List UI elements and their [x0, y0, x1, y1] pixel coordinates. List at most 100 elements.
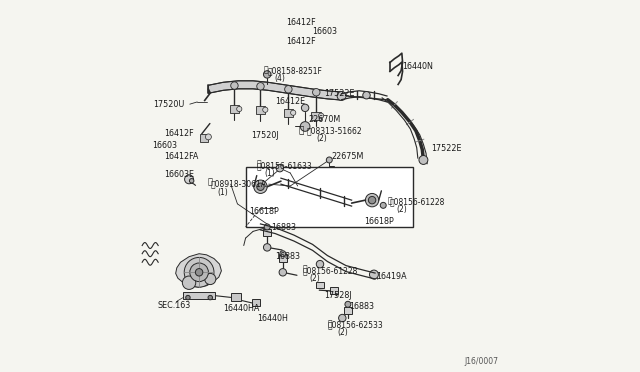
- Bar: [252, 299, 260, 306]
- Bar: [230, 105, 239, 113]
- Circle shape: [380, 202, 386, 208]
- Circle shape: [264, 224, 270, 230]
- Text: 16440N: 16440N: [402, 62, 433, 71]
- Text: 16412E: 16412E: [275, 97, 305, 106]
- Circle shape: [237, 106, 242, 112]
- Text: 16603E: 16603E: [164, 170, 195, 179]
- Circle shape: [205, 273, 216, 285]
- Text: 22675M: 22675M: [331, 153, 364, 161]
- Text: (1): (1): [264, 169, 275, 178]
- Circle shape: [301, 104, 309, 112]
- Text: 17522E: 17522E: [324, 89, 355, 97]
- Circle shape: [184, 257, 214, 287]
- Text: Ⓑ08156-62533: Ⓑ08156-62533: [328, 320, 383, 329]
- Text: Ⓑ08156-61633: Ⓑ08156-61633: [257, 161, 312, 170]
- Text: 17522E: 17522E: [431, 144, 462, 153]
- Text: 16440H: 16440H: [257, 314, 287, 323]
- Circle shape: [257, 83, 264, 90]
- Circle shape: [312, 89, 320, 96]
- Bar: [264, 229, 271, 236]
- Bar: [200, 134, 208, 142]
- Text: 16883: 16883: [349, 302, 374, 311]
- Circle shape: [231, 82, 238, 89]
- Text: 16412FA: 16412FA: [164, 153, 199, 161]
- Circle shape: [262, 107, 268, 112]
- Circle shape: [186, 295, 190, 300]
- Text: 16419A: 16419A: [376, 272, 406, 280]
- Circle shape: [276, 164, 284, 172]
- Text: Ⓑ: Ⓑ: [328, 319, 332, 328]
- Text: Ⓝ: Ⓝ: [207, 178, 212, 187]
- Circle shape: [190, 263, 209, 282]
- Text: 16412F: 16412F: [287, 18, 316, 27]
- Bar: [246, 167, 413, 227]
- Circle shape: [339, 314, 346, 322]
- Circle shape: [264, 244, 271, 251]
- Text: 16440HA: 16440HA: [223, 304, 260, 312]
- Circle shape: [369, 196, 376, 204]
- Text: Ⓑ08158-8251F: Ⓑ08158-8251F: [268, 66, 323, 75]
- Polygon shape: [175, 254, 221, 287]
- Text: 17520J: 17520J: [251, 131, 279, 140]
- Text: 16618P: 16618P: [364, 217, 394, 226]
- Bar: [316, 282, 324, 288]
- Text: (2): (2): [310, 275, 321, 283]
- Text: (2): (2): [337, 328, 348, 337]
- Circle shape: [205, 134, 211, 140]
- Bar: [183, 292, 215, 299]
- Text: (1): (1): [218, 188, 228, 197]
- Circle shape: [184, 175, 193, 184]
- Circle shape: [195, 269, 203, 276]
- Text: Ⓑ08156-61228: Ⓑ08156-61228: [302, 266, 358, 275]
- Text: 16883: 16883: [271, 223, 296, 232]
- Text: 17528J: 17528J: [324, 291, 351, 300]
- Text: (4): (4): [275, 74, 285, 83]
- Text: Ⓑ: Ⓑ: [388, 196, 392, 205]
- Bar: [255, 106, 266, 114]
- Circle shape: [285, 86, 292, 93]
- Bar: [312, 112, 321, 120]
- Text: 16618P: 16618P: [250, 207, 279, 216]
- Circle shape: [319, 113, 324, 118]
- Text: 17520U: 17520U: [153, 100, 184, 109]
- Text: Ⓑ: Ⓑ: [302, 264, 307, 273]
- Circle shape: [337, 92, 346, 100]
- Text: 16603: 16603: [312, 27, 337, 36]
- Bar: [344, 307, 351, 314]
- Text: Ⓑ: Ⓑ: [264, 65, 269, 74]
- Circle shape: [279, 269, 287, 276]
- Text: Ⓝ08918-3061A: Ⓝ08918-3061A: [211, 180, 266, 189]
- Bar: [279, 254, 287, 262]
- Circle shape: [254, 180, 267, 193]
- Text: J16/0007: J16/0007: [465, 357, 499, 366]
- Circle shape: [257, 183, 264, 190]
- Polygon shape: [209, 81, 340, 100]
- Circle shape: [182, 276, 196, 289]
- Bar: [284, 109, 293, 117]
- Circle shape: [326, 157, 332, 163]
- Circle shape: [208, 295, 212, 300]
- Text: 16412F: 16412F: [164, 129, 194, 138]
- Circle shape: [300, 122, 310, 131]
- Text: (2): (2): [316, 134, 327, 143]
- Bar: [330, 287, 338, 294]
- Circle shape: [345, 301, 351, 307]
- Circle shape: [264, 71, 271, 78]
- Text: Ⓑ08156-61228: Ⓑ08156-61228: [389, 197, 445, 206]
- Text: Ⓢ08313-51662: Ⓢ08313-51662: [307, 126, 363, 135]
- Text: 16603: 16603: [152, 141, 177, 150]
- Text: (2): (2): [397, 205, 408, 214]
- Text: Ⓢ: Ⓢ: [298, 126, 304, 135]
- Circle shape: [365, 193, 379, 207]
- Bar: [232, 293, 241, 301]
- Text: 22670M: 22670M: [308, 115, 340, 124]
- Circle shape: [280, 251, 286, 257]
- Circle shape: [369, 270, 378, 279]
- Circle shape: [363, 92, 370, 99]
- Circle shape: [189, 179, 194, 183]
- Circle shape: [291, 110, 296, 115]
- Text: Ⓑ: Ⓑ: [257, 159, 261, 168]
- Text: 16883: 16883: [275, 252, 300, 261]
- Circle shape: [316, 260, 324, 268]
- Text: 16412F: 16412F: [287, 37, 316, 46]
